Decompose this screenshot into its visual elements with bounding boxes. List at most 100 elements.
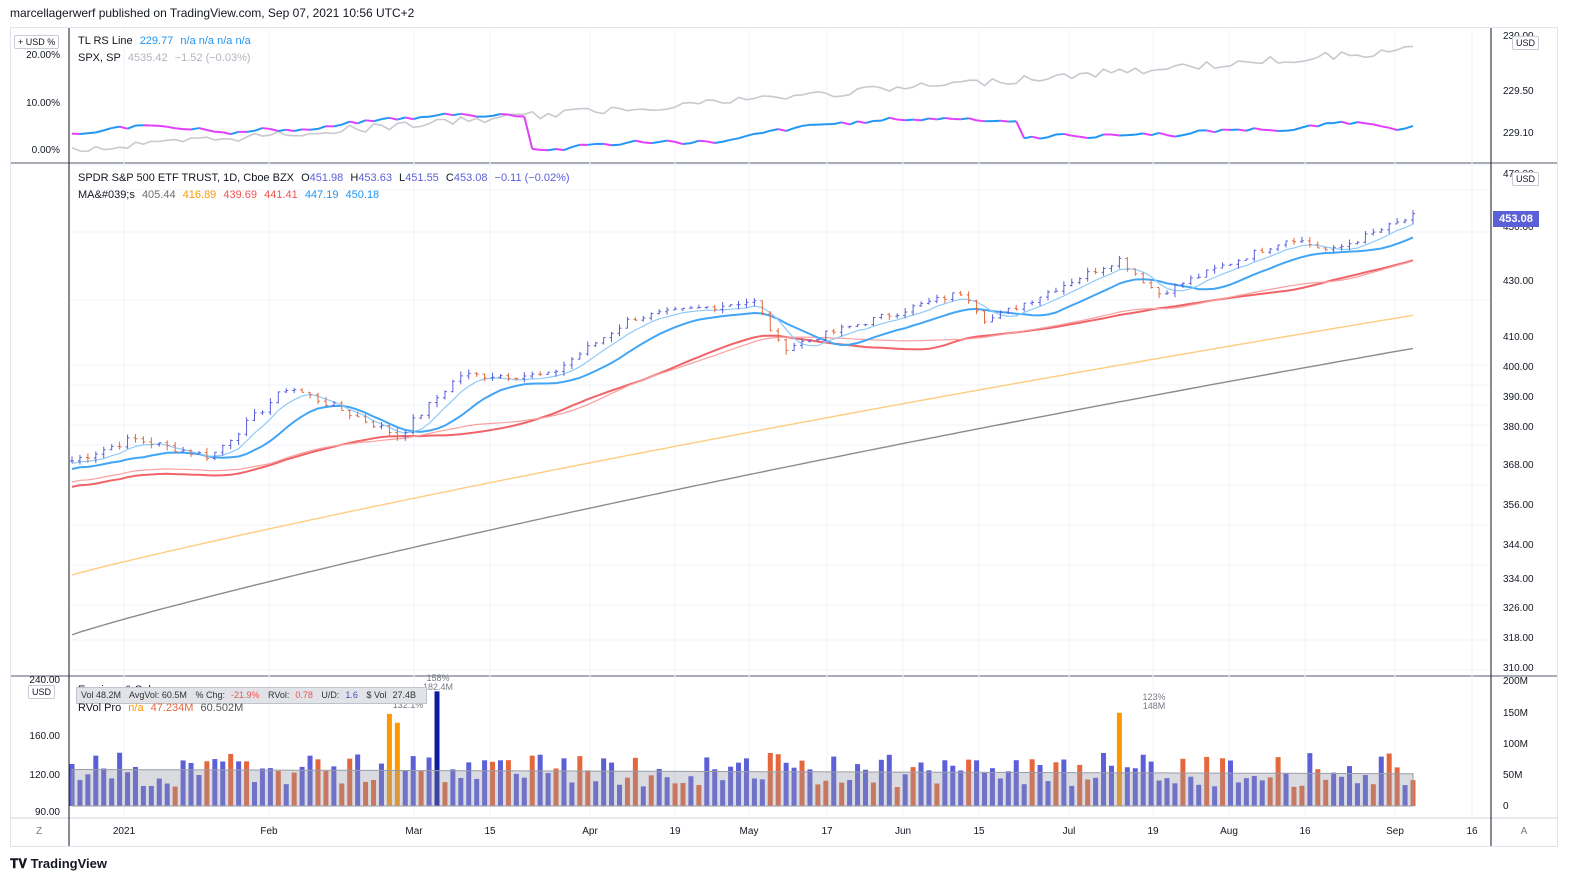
volume-bar xyxy=(1013,760,1019,806)
volume-bar xyxy=(1069,785,1075,806)
volume-bar xyxy=(482,760,488,806)
rvol-v1: n/a xyxy=(128,702,144,714)
time-label: Jun xyxy=(895,826,911,837)
price-tick: 318.00 xyxy=(1503,633,1534,644)
rs-line-segment xyxy=(87,131,96,135)
rs-line-segment xyxy=(119,125,128,130)
volume-bar xyxy=(339,783,345,806)
price-bars xyxy=(70,210,1415,465)
price-tick: 430.00 xyxy=(1503,276,1534,287)
volume-bar xyxy=(1180,758,1186,806)
rs-pane-lines xyxy=(71,45,1414,153)
volume-bar xyxy=(783,762,789,806)
close-label: C xyxy=(445,172,454,184)
rs-line-segment xyxy=(1309,124,1318,128)
rs-line-segment xyxy=(1388,126,1398,132)
price-currency-badge[interactable]: USD xyxy=(1512,172,1540,186)
ma-value-2: 416.89 xyxy=(182,189,217,201)
volume-bar xyxy=(1101,752,1107,806)
volume-bar xyxy=(601,758,607,806)
ma-value-4: 441.41 xyxy=(264,189,298,201)
rs-line-segment xyxy=(1071,134,1080,138)
volume-bar xyxy=(505,760,511,806)
rs-line-segment xyxy=(1341,120,1350,126)
rs-line-segment xyxy=(1158,131,1168,137)
rs-line-segment xyxy=(643,141,652,145)
volume-bar xyxy=(1339,776,1345,806)
ma-value-3: 439.69 xyxy=(223,189,258,201)
vol-right-tick: 150M xyxy=(1503,708,1528,719)
rs-line-segment xyxy=(492,112,501,117)
volume-bar xyxy=(1116,712,1122,806)
timezone-corner-button[interactable]: Z xyxy=(35,826,43,837)
rs-line-segment xyxy=(444,112,454,117)
volume-bar xyxy=(886,754,892,806)
rvol-legend[interactable]: RVol Pro n/a 47.234M 60.502M xyxy=(78,702,247,714)
volume-bar xyxy=(942,760,948,806)
rs-line-segment xyxy=(1396,127,1406,132)
auto-scale-button[interactable]: A xyxy=(1520,826,1528,837)
volume-bar xyxy=(1291,786,1297,806)
volume-bar xyxy=(355,754,361,806)
rs-right-currency-badge[interactable]: USD xyxy=(1512,36,1540,50)
rs-line-segment xyxy=(1246,127,1255,132)
volume-bar xyxy=(521,777,527,806)
volume-annotation: 158% xyxy=(426,673,449,683)
rs-line-segment xyxy=(357,119,366,125)
time-label: Jul xyxy=(1063,826,1076,837)
rs-line-segment xyxy=(79,132,88,136)
volume-bar xyxy=(466,762,472,806)
rs-line-segment xyxy=(682,142,692,146)
volume-bar xyxy=(759,779,765,806)
volume-bar xyxy=(926,770,932,806)
volume-bar xyxy=(1220,758,1226,806)
rs-line-segment xyxy=(619,141,628,146)
volume-bar xyxy=(490,761,496,806)
rs-line-segment xyxy=(905,118,914,122)
volume-bar xyxy=(275,770,281,806)
vol-right-tick: 50M xyxy=(1503,770,1522,781)
rs-line-segment xyxy=(1285,128,1295,132)
volume-bar xyxy=(1227,760,1233,806)
rs-currency-badge[interactable]: + USD % xyxy=(14,35,60,49)
volume-bar xyxy=(997,778,1003,806)
volume-bar xyxy=(958,770,964,806)
rs-line-segment xyxy=(365,119,374,123)
rs-line-segment xyxy=(690,139,700,145)
volume-bar xyxy=(934,783,940,806)
rs-line-segment xyxy=(666,139,676,143)
spx-legend-name: SPX, SP xyxy=(78,52,121,64)
vol-right-tick: 200M xyxy=(1503,676,1528,687)
volume-bar xyxy=(728,766,734,806)
rs-line-segment xyxy=(190,127,200,131)
volume-bar xyxy=(775,754,781,806)
volume-bar xyxy=(1029,759,1035,806)
volume-bar xyxy=(267,768,273,806)
rs-line-segment xyxy=(555,147,565,152)
volume-bar xyxy=(815,784,821,806)
rs-line-segment xyxy=(777,128,787,132)
ma-legend[interactable]: MA&#039;s 405.44 416.89 439.69 441.41 44… xyxy=(78,189,383,201)
rs-line-segment xyxy=(738,134,747,140)
rs-line-segment xyxy=(293,128,303,132)
price-legend[interactable]: SPDR S&P 500 ETF TRUST, 1D, Cboe BZX O45… xyxy=(78,172,574,184)
volume-bar xyxy=(101,768,107,806)
volume-bar xyxy=(1132,768,1138,806)
volume-bar xyxy=(497,760,503,806)
vol-currency-badge[interactable]: USD xyxy=(28,685,56,699)
volume-bar xyxy=(624,777,630,806)
rs-line-segment xyxy=(1254,127,1263,131)
spx-legend[interactable]: SPX, SP 4535.42 −1.52 (−0.03%) xyxy=(78,52,255,64)
volume-bar xyxy=(910,767,916,806)
volume-bar xyxy=(1354,783,1360,806)
volume-bar xyxy=(1402,785,1408,806)
volume-average-area xyxy=(71,769,1414,807)
rs-legend[interactable]: TL RS Line 229.77 n/a n/a n/a n/a xyxy=(78,35,255,47)
rs-line-segment xyxy=(1023,135,1033,140)
rs-line-segment xyxy=(635,139,644,144)
rs-line-segment xyxy=(793,124,803,130)
volume-bar xyxy=(791,767,797,806)
rs-line-segment xyxy=(674,140,684,146)
volume-bar xyxy=(474,778,480,806)
